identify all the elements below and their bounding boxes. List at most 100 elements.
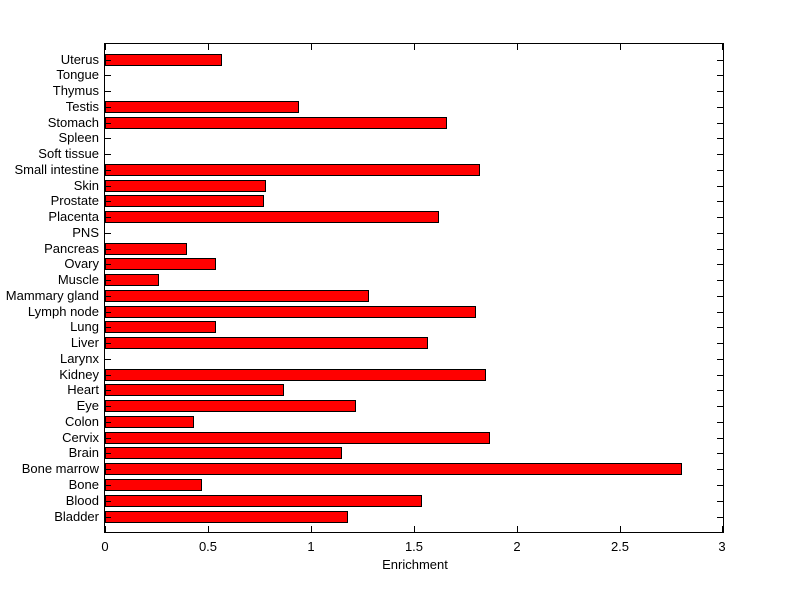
y-tick <box>717 406 723 407</box>
x-tick-label: 3 <box>718 539 726 554</box>
bar-testis <box>105 101 299 113</box>
x-axis-title: Enrichment <box>382 557 448 572</box>
x-tick <box>414 526 415 532</box>
y-tick <box>717 249 723 250</box>
y-tick-label: Kidney <box>59 367 99 382</box>
y-tick <box>717 60 723 61</box>
y-tick-label: Prostate <box>50 193 99 208</box>
y-tick <box>105 517 111 518</box>
x-tick <box>105 526 106 532</box>
x-tick <box>311 526 312 532</box>
y-tick <box>105 485 111 486</box>
y-tick-label: Liver <box>70 335 99 350</box>
x-tick <box>722 526 723 532</box>
y-tick <box>717 485 723 486</box>
y-tick <box>105 390 111 391</box>
plot-area <box>104 43 724 533</box>
bar-placenta <box>105 211 439 223</box>
bar-kidney <box>105 369 486 381</box>
x-tick <box>208 526 209 532</box>
y-tick <box>717 422 723 423</box>
x-tick <box>208 44 209 50</box>
bar-pancreas <box>105 243 187 255</box>
y-tick <box>105 107 111 108</box>
x-tick-label: 0 <box>101 539 109 554</box>
y-tick <box>717 75 723 76</box>
y-tick <box>105 312 111 313</box>
y-tick <box>717 91 723 92</box>
x-tick <box>620 44 621 50</box>
y-tick <box>717 312 723 313</box>
y-tick-label: Muscle <box>57 272 99 287</box>
y-tick <box>717 107 723 108</box>
y-tick-label: Thymus <box>52 83 99 98</box>
y-tick-label: Small intestine <box>14 162 99 177</box>
x-tick <box>311 44 312 50</box>
y-tick <box>717 327 723 328</box>
bar-blood <box>105 495 422 507</box>
bar-muscle <box>105 274 159 286</box>
bar-bone <box>105 479 202 491</box>
y-tick <box>105 138 111 139</box>
y-tick <box>105 123 111 124</box>
y-tick-label: Colon <box>65 414 99 429</box>
y-tick-label: Cervix <box>62 430 99 445</box>
y-tick-label: Uterus <box>60 52 99 67</box>
y-tick <box>717 359 723 360</box>
y-tick-label: Bone <box>68 477 99 492</box>
y-tick <box>717 233 723 234</box>
y-tick <box>105 217 111 218</box>
y-tick-label: Testis <box>65 99 99 114</box>
y-tick <box>105 375 111 376</box>
bar-brain <box>105 447 342 459</box>
x-tick-label: 2.5 <box>610 539 630 554</box>
x-tick <box>105 44 106 50</box>
y-tick <box>105 453 111 454</box>
x-tick <box>517 526 518 532</box>
y-tick-label: Larynx <box>59 351 99 366</box>
y-tick <box>105 154 111 155</box>
y-tick <box>717 296 723 297</box>
y-tick <box>105 406 111 407</box>
y-tick <box>717 154 723 155</box>
bar-small-intestine <box>105 164 480 176</box>
y-tick <box>105 75 111 76</box>
y-tick-label: Skin <box>73 178 99 193</box>
y-tick-label: Soft tissue <box>38 146 99 161</box>
bar-stomach <box>105 117 447 129</box>
y-tick-label: Mammary gland <box>5 288 99 303</box>
bar-prostate <box>105 195 264 207</box>
y-tick-label: Tongue <box>56 67 99 82</box>
y-tick <box>717 201 723 202</box>
y-tick <box>717 170 723 171</box>
bar-cervix <box>105 432 490 444</box>
y-tick <box>105 359 111 360</box>
x-tick <box>414 44 415 50</box>
y-tick <box>105 438 111 439</box>
y-tick-label: Pancreas <box>44 241 99 256</box>
y-tick-label: Placenta <box>48 209 99 224</box>
bar-skin <box>105 180 266 192</box>
y-tick <box>717 280 723 281</box>
y-tick-label: Brain <box>68 445 99 460</box>
bar-lung <box>105 321 216 333</box>
y-tick <box>717 469 723 470</box>
y-tick <box>717 138 723 139</box>
y-tick <box>105 422 111 423</box>
y-tick-label: Lymph node <box>27 304 99 319</box>
y-tick <box>717 501 723 502</box>
y-tick <box>105 280 111 281</box>
x-tick-label: 2 <box>513 539 521 554</box>
x-tick-label: 0.5 <box>198 539 218 554</box>
y-tick <box>717 453 723 454</box>
y-tick-label: Heart <box>67 382 99 397</box>
y-tick-label: Bone marrow <box>21 461 99 476</box>
y-tick <box>717 123 723 124</box>
y-tick-label: Bladder <box>54 509 99 524</box>
y-tick-label: PNS <box>72 225 99 240</box>
y-tick <box>105 501 111 502</box>
y-tick <box>105 170 111 171</box>
y-tick <box>717 343 723 344</box>
y-tick <box>105 296 111 297</box>
